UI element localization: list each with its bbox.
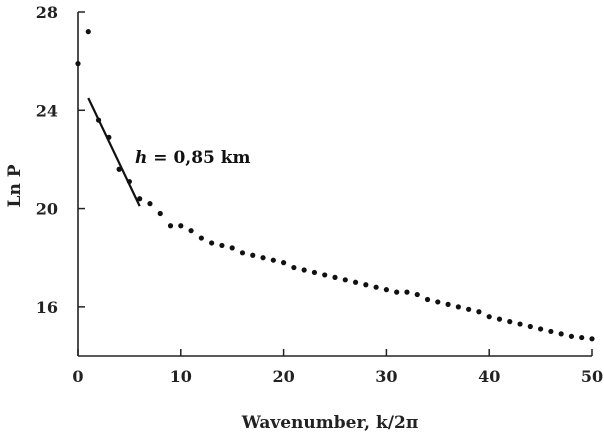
data-point [455, 304, 461, 310]
x-tick-label: 20 [272, 367, 294, 386]
annotation-symbol: h [135, 148, 147, 168]
x-tick-label: 50 [581, 367, 603, 386]
data-point [178, 223, 184, 229]
data-point [579, 334, 585, 341]
data-point [486, 314, 492, 320]
data-point [496, 316, 503, 322]
x-axis-title: Wavenumber, k/2π [241, 413, 419, 433]
data-point [404, 289, 410, 295]
data-point [558, 331, 564, 337]
data-point [229, 245, 235, 251]
data-point [219, 242, 225, 249]
data-point [352, 279, 359, 285]
data-point [476, 309, 482, 315]
data-point [394, 289, 400, 295]
data-point [188, 228, 194, 234]
data-point [589, 336, 595, 342]
data-point [281, 260, 287, 266]
data-point [424, 296, 431, 303]
data-point [301, 267, 307, 273]
data-point [322, 272, 328, 278]
data-point [311, 269, 318, 276]
data-point [291, 264, 297, 271]
data-point [507, 319, 513, 325]
data-point [157, 210, 163, 217]
y-tick-label: 20 [36, 200, 58, 219]
x-tick-label: 30 [375, 367, 397, 386]
data-point [167, 223, 174, 229]
data-point [75, 61, 81, 67]
data-point [239, 250, 246, 256]
data-point [332, 274, 338, 280]
data-point [209, 240, 215, 246]
data-point [85, 29, 91, 35]
data-point [568, 333, 575, 339]
data-point [198, 235, 204, 241]
data-point [260, 255, 266, 261]
data-point [538, 326, 544, 332]
fit-line [87, 97, 141, 207]
ticks: 0 10 20 30 40 50 16 20 24 28 [36, 3, 603, 386]
y-tick-label: 16 [36, 298, 58, 317]
data-point [363, 282, 369, 288]
data-point [414, 291, 420, 298]
data-point [435, 299, 441, 305]
data-point [147, 201, 153, 207]
y-tick-label: 24 [36, 101, 58, 120]
annotation-value: = 0,85 km [147, 148, 250, 168]
data-point [466, 306, 472, 312]
data-point [270, 257, 276, 263]
data-point [527, 323, 533, 330]
data-point [342, 277, 348, 283]
data-points [75, 29, 595, 342]
data-point [373, 284, 379, 290]
data-point [137, 196, 143, 202]
data-point [548, 328, 554, 335]
axes [77, 12, 592, 357]
data-point [445, 301, 451, 307]
data-point [517, 321, 523, 327]
x-tick-label: 40 [478, 367, 500, 386]
data-point [383, 287, 389, 293]
fit-annotation: h = 0,85 km [135, 148, 251, 168]
x-tick-label: 10 [170, 367, 192, 386]
x-tick-label: 0 [72, 367, 83, 386]
y-axis-title: Ln P [5, 164, 25, 207]
data-point [250, 252, 256, 258]
y-tick-label: 28 [36, 3, 58, 22]
